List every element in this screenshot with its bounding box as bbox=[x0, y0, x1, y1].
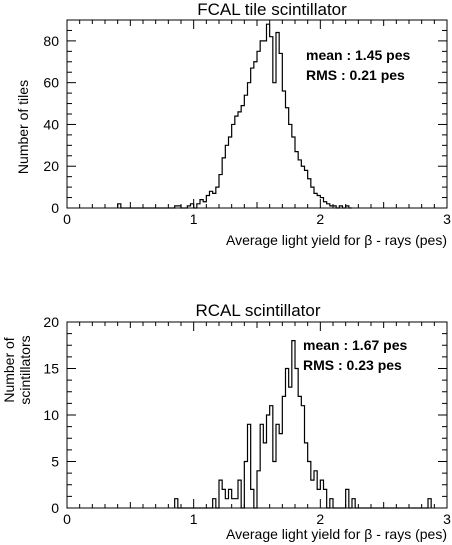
fcal-x-tick-label: 2 bbox=[316, 211, 324, 227]
rcal-x-tick-label: 3 bbox=[443, 511, 451, 527]
fcal-chart-title: FCAL tile scintillator bbox=[197, 0, 347, 19]
rcal-y-tick-label: 15 bbox=[43, 361, 59, 377]
fcal-y-tick-label: 20 bbox=[43, 158, 59, 174]
fcal-y-tick-label: 0 bbox=[51, 200, 59, 216]
fcal-x-tick-label: 0 bbox=[63, 211, 71, 227]
rcal-y-tick-label: 0 bbox=[51, 500, 59, 516]
rcal-histogram-panel: RCAL scintillator Number of scintillator… bbox=[1, 301, 451, 542]
rcal-x-tick-label: 0 bbox=[63, 511, 71, 527]
rcal-y-tick-label: 20 bbox=[43, 314, 59, 330]
rcal-y-tick-label: 5 bbox=[51, 454, 59, 470]
rcal-x-tick-label: 2 bbox=[316, 511, 324, 527]
rcal-x-axis-label: Average light yield for β - rays (pes) bbox=[226, 526, 447, 542]
fcal-y-tick-label: 80 bbox=[43, 33, 59, 49]
fcal-x-axis-label: Average light yield for β - rays (pes) bbox=[226, 232, 447, 248]
fcal-histogram-line bbox=[117, 23, 352, 209]
fcal-y-tick-label: 60 bbox=[43, 75, 59, 91]
fcal-rms-label: RMS : 0.21 pes bbox=[306, 67, 405, 83]
fcal-x-tick-label: 1 bbox=[190, 211, 198, 227]
fcal-mean-label: mean : 1.45 pes bbox=[306, 47, 410, 63]
fcal-histogram-panel: FCAL tile scintillator Number of tiles A… bbox=[15, 0, 451, 248]
rcal-histogram-line bbox=[174, 340, 432, 509]
fcal-y-axis-label: Number of tiles bbox=[15, 80, 31, 174]
fcal-y-tick-label: 40 bbox=[43, 116, 59, 132]
rcal-y-axis-label-line-2: scintillators bbox=[17, 335, 33, 404]
rcal-mean-label: mean : 1.67 pes bbox=[303, 337, 407, 353]
rcal-y-tick-label: 10 bbox=[43, 407, 59, 423]
rcal-rms-label: RMS : 0.23 pes bbox=[303, 357, 402, 373]
rcal-y-axis-label-line-1: Number of bbox=[1, 337, 17, 402]
fcal-x-tick-label: 3 bbox=[443, 211, 451, 227]
rcal-x-tick-label: 1 bbox=[190, 511, 198, 527]
rcal-chart-title: RCAL scintillator bbox=[195, 301, 320, 320]
